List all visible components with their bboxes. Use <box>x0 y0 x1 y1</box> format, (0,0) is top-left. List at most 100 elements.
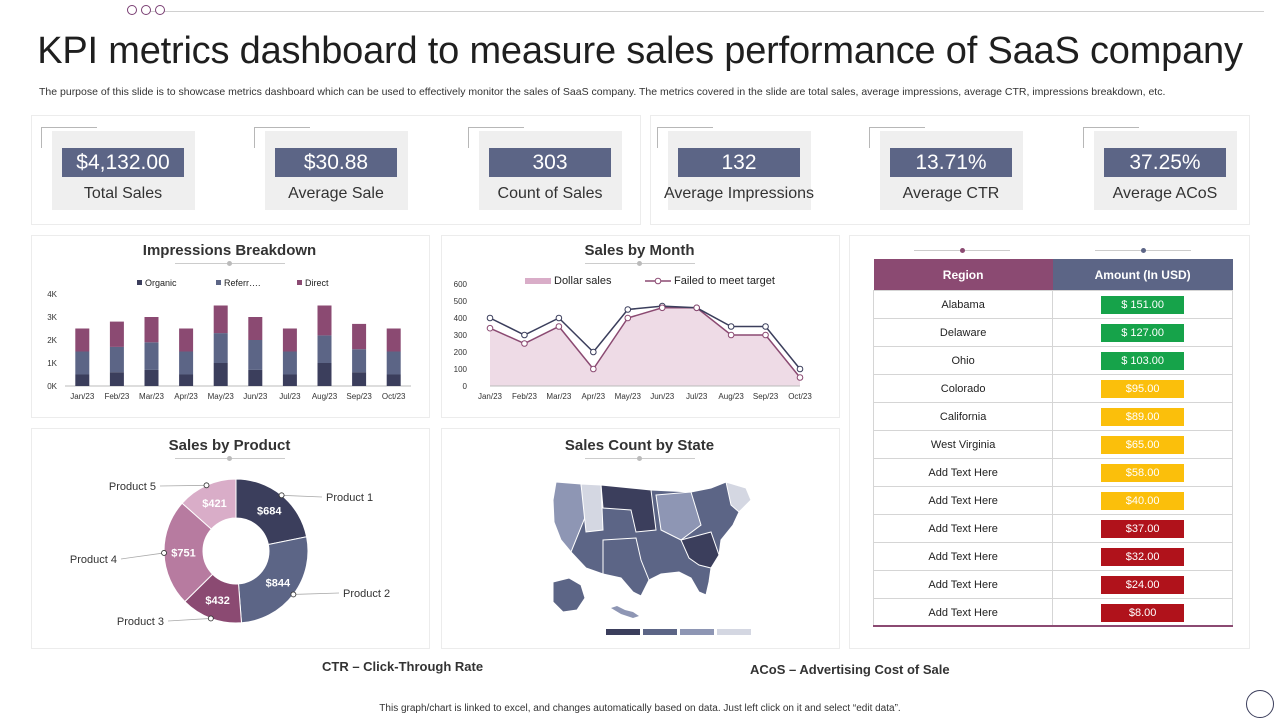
amount-badge: $24.00 <box>1101 575 1185 594</box>
x-tick-label: Sep/23 <box>753 392 779 401</box>
impressions-title: Impressions Breakdown <box>142 242 317 259</box>
bar-segment <box>386 328 401 352</box>
bar-segment <box>179 328 194 352</box>
point-dollar-sales <box>727 331 735 339</box>
table-row: Delaware $ 127.00 <box>872 318 1233 347</box>
y-tick-label: 200 <box>454 348 468 357</box>
kpi-label: Total Sales <box>83 185 163 202</box>
kpi-label: Average Sale <box>288 185 384 202</box>
pie-slice <box>237 536 309 624</box>
x-tick-label: Oct/23 <box>382 392 406 401</box>
bar-segment <box>282 351 297 375</box>
kpi-corner-frame <box>468 127 524 148</box>
circle-icon <box>1246 690 1274 718</box>
amount-cell: $89.00 <box>1052 402 1233 431</box>
amount-badge: $ 127.00 <box>1101 323 1185 342</box>
line-failed-target <box>489 305 801 370</box>
x-tick-label: Oct/23 <box>788 392 812 401</box>
region-cell: Colorado <box>872 374 1054 403</box>
amount-cell: $40.00 <box>1052 486 1233 515</box>
product-title: Sales by Product <box>168 437 291 454</box>
bar-segment <box>109 321 124 347</box>
page-title: KPI metrics dashboard to measure sales p… <box>37 30 1243 72</box>
bar-segment <box>248 317 263 340</box>
table-row: California $89.00 <box>872 402 1233 431</box>
slice-name-label: Product 1 <box>326 492 373 504</box>
area-dollar-sales <box>490 307 800 386</box>
amount-badge: $95.00 <box>1101 379 1185 398</box>
bar-segment <box>386 351 401 375</box>
region-cell: Add Text Here <box>872 598 1054 627</box>
bar-segment <box>179 374 194 386</box>
slice-value-label: $844 <box>266 578 291 590</box>
legend-marker <box>654 277 662 285</box>
page-subtitle: The purpose of this slide is to showcase… <box>39 86 1166 98</box>
kpi-value: 37.25% <box>1104 148 1226 177</box>
bar-segment <box>179 351 194 375</box>
leader-line <box>120 552 165 560</box>
amount-badge: $89.00 <box>1101 407 1185 426</box>
hawaii-shape <box>611 606 639 618</box>
x-tick-label: Jul/23 <box>279 392 301 401</box>
y-tick-label: 100 <box>454 365 468 374</box>
bar-segment <box>352 323 367 350</box>
amount-badge: $ 151.00 <box>1101 295 1185 314</box>
legend-label: Organic <box>145 278 177 288</box>
legend-swatch <box>216 280 221 285</box>
kpi-label: Count of Sales <box>497 185 603 202</box>
leader-line <box>167 618 211 622</box>
slice-value-label: $751 <box>171 547 195 559</box>
amount-cell: $24.00 <box>1052 570 1233 599</box>
leader-dot <box>203 482 210 489</box>
amount-cell: $37.00 <box>1052 514 1233 543</box>
leader-dot <box>161 550 167 556</box>
point-dollar-sales <box>762 331 769 339</box>
legend-swatch <box>606 629 640 635</box>
map-title: Sales Count by State <box>564 437 715 454</box>
table-row: Colorado $95.00 <box>872 374 1233 403</box>
x-tick-label: Sep/23 <box>346 392 372 401</box>
leader-dot <box>207 615 214 622</box>
kpi-label: Average CTR <box>902 185 1000 202</box>
slice-value-label: $421 <box>202 498 226 510</box>
us-region-midwest <box>655 491 702 541</box>
amount-cell: $58.00 <box>1052 458 1233 487</box>
kpi-corner-frame <box>657 127 713 148</box>
x-tick-label: Jun/23 <box>650 392 675 401</box>
legend-swatch <box>643 629 677 635</box>
point-failed-target <box>555 314 563 322</box>
dot-icon <box>141 5 151 15</box>
legend-label: Failed to meet target <box>674 275 775 287</box>
x-tick-label: Apr/23 <box>582 392 606 401</box>
amount-cell: $95.00 <box>1052 374 1233 403</box>
kpi-corner-frame <box>869 127 925 148</box>
leader-line <box>281 494 323 498</box>
impressions-chart: 0K 1K 2K 3K 4K Jan/23 Feb/23 Mar/23 Apr/23 May/23… <box>47 278 411 401</box>
y-tick-label: 600 <box>454 280 468 289</box>
point-failed-target <box>486 314 494 322</box>
region-cell: Add Text Here <box>872 458 1054 487</box>
region-header: Region <box>873 259 1053 291</box>
month-title: Sales by Month <box>584 242 695 259</box>
y-tick-label: 1K <box>47 359 57 368</box>
y-tick-label: 300 <box>454 331 468 340</box>
product-chart: $684 Product 1 $844 Product 2 $432 Product 3 $… <box>70 478 390 628</box>
bar-segment <box>213 305 228 334</box>
title-dot <box>637 261 642 266</box>
table-bottom-rule <box>873 625 1233 627</box>
kpi-label: Average Impressions <box>664 185 814 202</box>
amount-badge: $40.00 <box>1101 491 1185 510</box>
x-tick-label: Aug/23 <box>718 392 744 401</box>
region-cell: Add Text Here <box>872 514 1054 543</box>
bar-segment <box>109 372 124 386</box>
amount-cell: $ 103.00 <box>1052 346 1233 375</box>
point-dollar-sales <box>590 365 597 373</box>
table-row: Add Text Here $58.00 <box>872 458 1233 487</box>
legend-swatch-area <box>525 278 551 284</box>
x-tick-label: Jan/23 <box>70 392 95 401</box>
leader-line <box>159 484 207 487</box>
bar-segment <box>282 328 297 352</box>
leader-line <box>293 592 340 595</box>
region-cell: Add Text Here <box>872 570 1054 599</box>
legend-swatch <box>717 629 751 635</box>
